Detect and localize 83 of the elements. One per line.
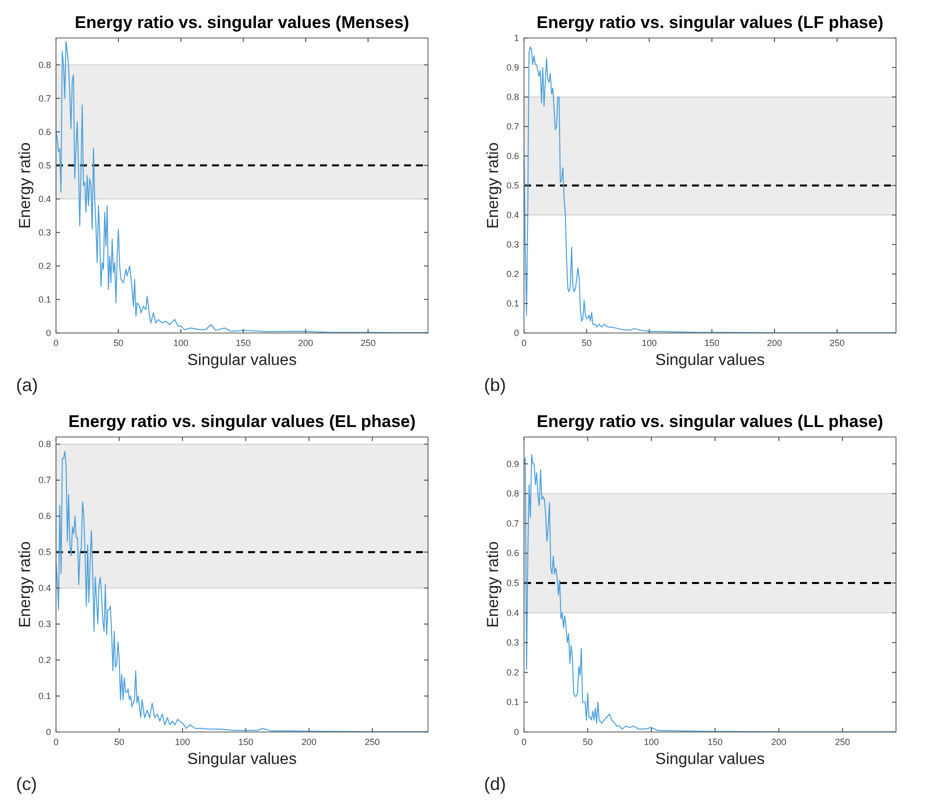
- y-axis-title: Energy ratio: [485, 142, 502, 229]
- text: (a): [16, 375, 38, 395]
- y-tick-label: 0.7: [506, 122, 519, 132]
- y-tick-label: 0.5: [38, 160, 51, 170]
- x-tick-label: 150: [236, 338, 251, 348]
- line-series: [56, 40, 428, 334]
- y-tick-label: 0.6: [38, 511, 51, 522]
- y-axis-title: Energy ratio: [17, 541, 34, 628]
- x-tick-label: 100: [644, 737, 659, 747]
- x-tick-label: 100: [175, 737, 190, 747]
- x-tick-label: 0: [53, 737, 59, 747]
- x-tick-label: 250: [834, 737, 850, 747]
- x-tick-label: 0: [53, 338, 59, 348]
- y-tick-label: 0.5: [38, 547, 51, 558]
- x-tick-label: 0: [521, 737, 527, 747]
- y-tick-label: 0.3: [38, 227, 51, 238]
- x-tick-label: 100: [642, 338, 657, 348]
- x-tick-label: 0: [521, 338, 527, 348]
- chart-title: Energy ratio vs. singular values (Menses): [74, 13, 410, 32]
- y-tick-label: 0.1: [38, 691, 51, 702]
- y-tick-label: 0: [46, 727, 51, 737]
- x-tick-label: 250: [360, 338, 376, 348]
- y-tick-label: 0.2: [506, 667, 519, 678]
- y-tick-label: 0.4: [38, 194, 51, 204]
- x-tick-label: 150: [708, 737, 723, 747]
- x-tick-label: 250: [830, 338, 845, 348]
- x-tick-label: 50: [582, 737, 593, 747]
- x-axis-title: Singular values: [187, 352, 297, 369]
- x-tick-label: 50: [582, 338, 592, 348]
- y-tick-label: 0: [514, 727, 519, 737]
- y-tick-label: 0.2: [38, 260, 51, 271]
- y-tick-label: 0.9: [506, 62, 519, 72]
- y-tick-label: 0.5: [506, 578, 519, 588]
- x-tick-label: 200: [298, 338, 314, 348]
- x-tick-label: 200: [771, 737, 786, 747]
- text: (b): [484, 375, 506, 395]
- y-axis-title: Energy ratio: [17, 142, 34, 229]
- x-tick-label: 50: [113, 338, 124, 348]
- y-tick-label: 0.8: [38, 439, 51, 450]
- x-axis-title: Singular values: [187, 751, 297, 768]
- y-tick-label: 0.7: [38, 93, 51, 104]
- y-tick-label: 0.3: [38, 619, 51, 630]
- y-tick-label: 0.1: [506, 697, 519, 708]
- text: (d): [484, 774, 506, 794]
- y-tick-label: 0.3: [506, 240, 519, 250]
- y-tick-label: 0.4: [506, 608, 519, 618]
- chart-title: Energy ratio vs. singular values (LF phase): [536, 13, 884, 32]
- y-axis-title: Energy ratio: [485, 541, 502, 628]
- y-tick-label: 1: [514, 33, 519, 43]
- y-tick-label: 0.1: [506, 298, 519, 308]
- y-tick-label: 0.6: [506, 548, 519, 558]
- y-tick-label: 0.8: [506, 488, 519, 499]
- x-axis-title: Singular values: [655, 352, 765, 369]
- x-axis-title: Singular values: [655, 751, 765, 768]
- y-tick-label: 0.4: [38, 583, 51, 594]
- x-tick-label: 50: [114, 737, 124, 747]
- x-tick-label: 150: [238, 737, 254, 747]
- y-tick-label: 0.2: [506, 269, 519, 279]
- y-tick-label: 0.1: [38, 294, 51, 304]
- y-tick-label: 0.6: [38, 126, 51, 137]
- y-tick-label: 0: [514, 328, 519, 338]
- y-tick-label: 0.4: [506, 210, 519, 220]
- y-tick-label: 0: [46, 328, 51, 338]
- text: (c): [16, 774, 37, 794]
- x-tick-label: 250: [364, 737, 380, 747]
- y-tick-label: 0.2: [38, 655, 51, 666]
- x-tick-label: 200: [766, 338, 782, 348]
- x-tick-label: 150: [704, 338, 720, 348]
- y-tick-label: 0.7: [38, 475, 51, 486]
- y-tick-label: 0.8: [38, 60, 51, 70]
- y-tick-label: 0.3: [506, 638, 519, 648]
- line-series: [56, 450, 428, 732]
- y-tick-label: 0.6: [506, 151, 519, 161]
- y-tick-label: 0.7: [506, 518, 519, 528]
- x-tick-label: 200: [302, 737, 317, 747]
- line-series: [524, 454, 896, 732]
- chart-title: Energy ratio vs. singular values (EL phase): [68, 412, 416, 431]
- y-tick-label: 0.9: [506, 458, 519, 469]
- line-series: [524, 46, 896, 334]
- chart-title: Energy ratio vs. singular values (LL phase): [536, 412, 884, 431]
- x-tick-label: 100: [173, 338, 188, 348]
- y-tick-label: 0.8: [506, 92, 519, 102]
- y-tick-label: 0.5: [506, 180, 519, 190]
